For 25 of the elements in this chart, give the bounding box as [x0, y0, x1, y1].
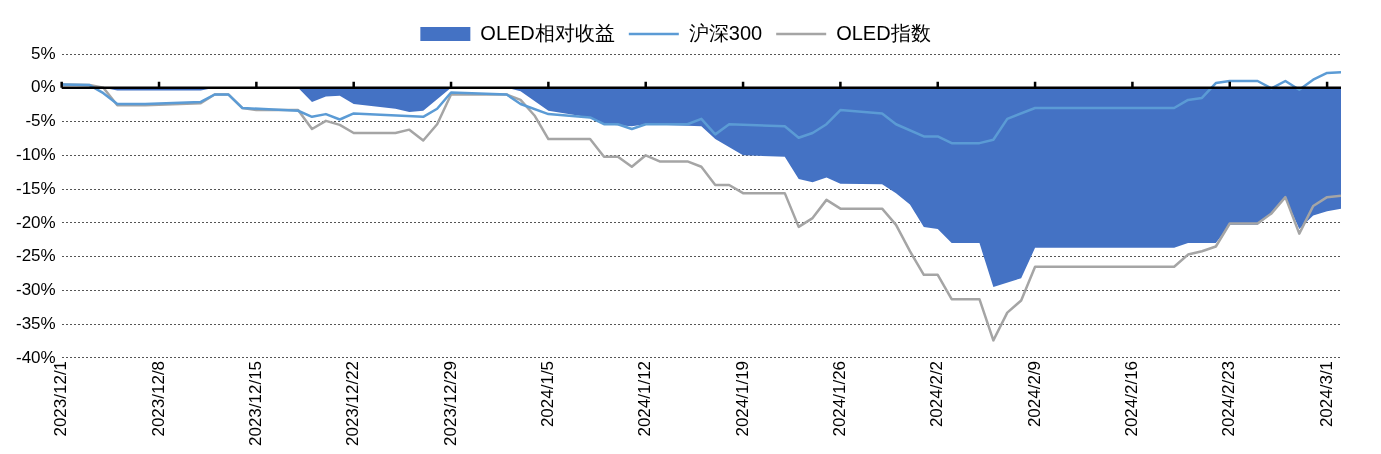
x-tick-label: 2023/12/22 [343, 360, 363, 447]
legend-label: 沪深300 [688, 21, 763, 44]
x-tick-label: 2024/2/2 [927, 360, 947, 428]
y-tick-label: -5% [25, 111, 56, 131]
y-tick-label: -20% [16, 212, 56, 232]
y-tick-label: -35% [16, 313, 56, 333]
y-tick-label: -30% [16, 280, 56, 300]
x-tick-label: 2023/12/15 [246, 360, 266, 447]
x-tick-label: 2023/12/29 [440, 360, 460, 447]
y-tick-label: -25% [16, 246, 56, 266]
x-tick-label: 2024/1/5 [538, 360, 558, 428]
x-tick-label: 2023/12/8 [148, 360, 168, 437]
y-tick-label: -15% [16, 178, 56, 198]
y-tick-label: -10% [16, 144, 56, 164]
x-tick-label: 2024/1/12 [635, 360, 655, 437]
x-tick-label: 2024/1/19 [732, 360, 752, 437]
x-tick-label: 2024/2/23 [1219, 360, 1239, 437]
x-tick-label: 2024/3/1 [1316, 360, 1336, 428]
legend-label: OLED相对收益 [480, 21, 615, 44]
y-tick-label: 5% [31, 43, 56, 63]
y-tick-label: 0% [31, 77, 56, 97]
x-tick-label: 2024/2/16 [1122, 360, 1142, 437]
legend-label: OLED指数 [836, 21, 931, 44]
x-tick-label: 2024/1/26 [830, 360, 850, 437]
x-tick-label: 2024/2/9 [1024, 360, 1044, 428]
